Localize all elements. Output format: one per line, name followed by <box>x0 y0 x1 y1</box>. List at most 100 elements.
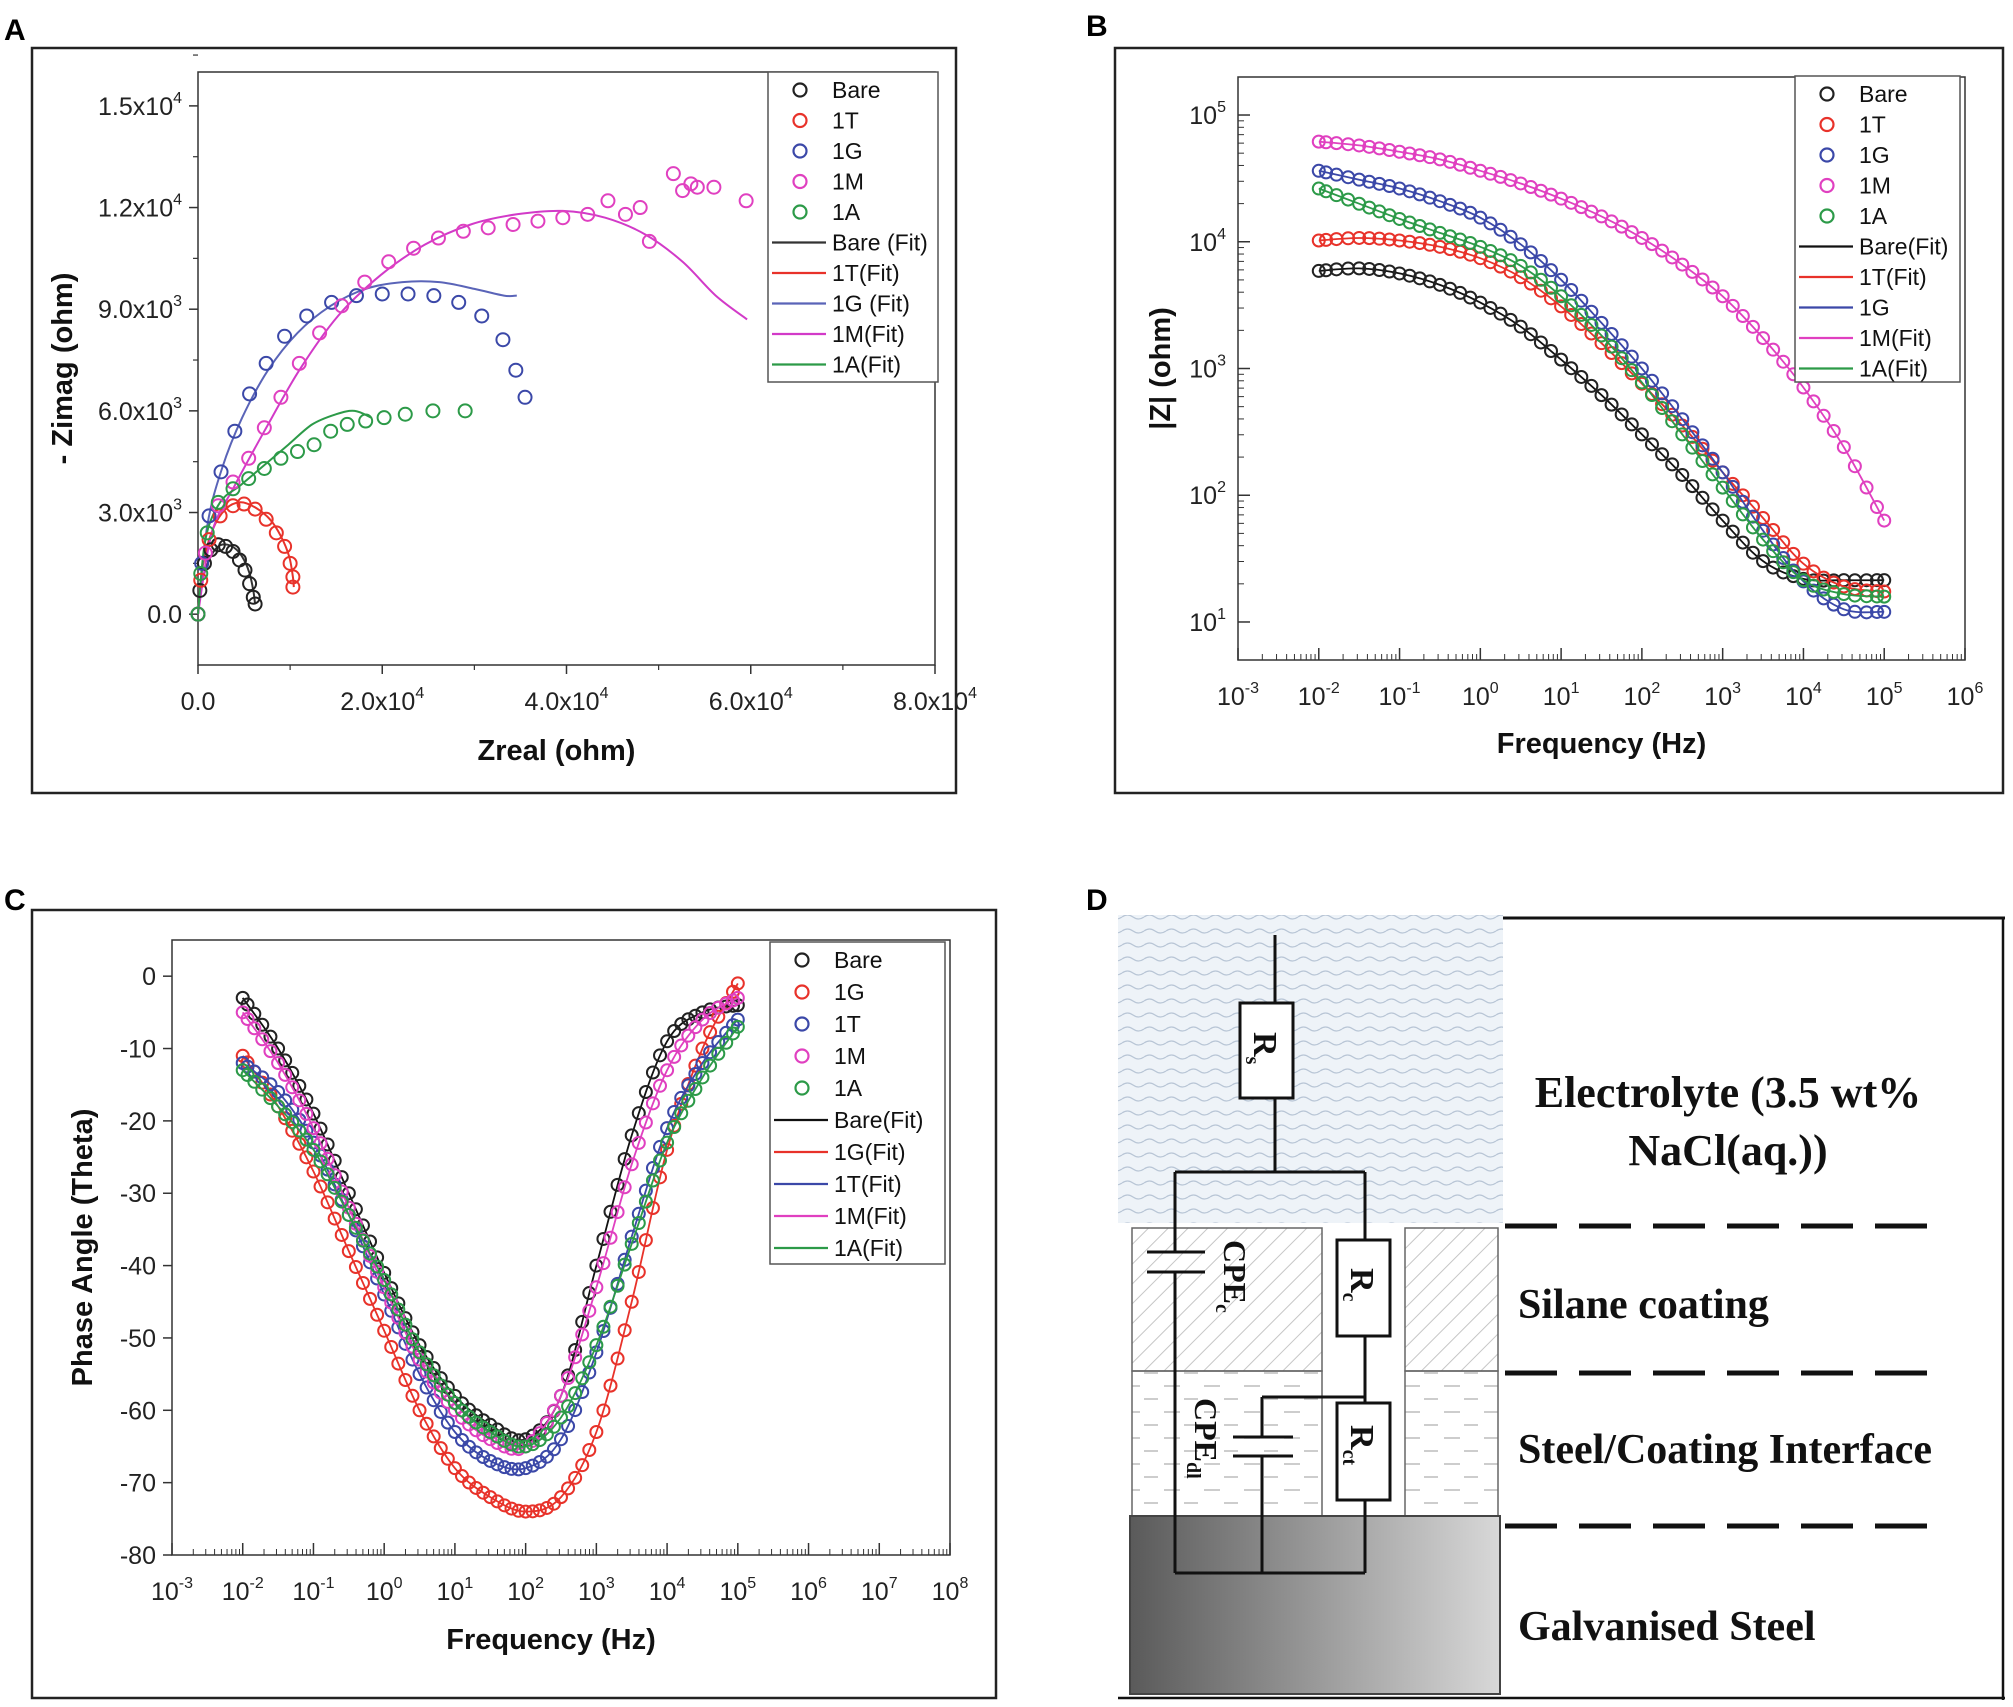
c-point-3-5 <box>271 1056 286 1070</box>
b-point-0-24 <box>1554 352 1569 367</box>
a-point-3-6 <box>273 389 289 405</box>
b-ylabel: |Z| (ohm) <box>1145 307 1177 430</box>
b-legend-marker-2 <box>1819 147 1835 163</box>
b-point-3-51 <box>1826 423 1841 438</box>
a-point-3-13 <box>430 230 446 246</box>
c-point-3-51 <box>596 1256 611 1271</box>
b-point-0-42 <box>1735 535 1750 550</box>
c-point-1-23 <box>398 1373 413 1388</box>
a-point-0-5 <box>218 538 234 554</box>
c-point-4-17 <box>355 1233 370 1248</box>
c-point-3-47 <box>568 1350 583 1365</box>
b-ytick-label-0-exp: 1 <box>1217 606 1226 623</box>
b-point-0-39 <box>1705 502 1720 517</box>
b-point-4-26 <box>1574 307 1589 322</box>
a-ytick-label-4-exp: 4 <box>173 192 182 209</box>
c-point-4-58 <box>645 1173 660 1188</box>
c-point-3-3 <box>255 1032 270 1047</box>
c-xtick-label-3-base: 10 <box>366 1578 394 1606</box>
c-point-2-40 <box>518 1461 533 1476</box>
a-point-1-8 <box>268 525 284 541</box>
b-point-4-51 <box>1826 585 1841 600</box>
c-ytick-label-6: -60 <box>120 1397 156 1425</box>
c-point-1-49 <box>582 1443 597 1458</box>
b-xtick-label-4-base: 10 <box>1543 683 1571 711</box>
b-xtick-label-0-exp: -3 <box>1245 680 1259 697</box>
c-point-4-21 <box>384 1287 399 1302</box>
b-point-0-4 <box>1352 261 1367 276</box>
c-legend-label-9: 1A(Fit) <box>834 1235 903 1261</box>
c-legend-label-5: Bare(Fit) <box>834 1107 923 1133</box>
c-point-2-45 <box>554 1432 568 1447</box>
b-xtick-label-9-base: 10 <box>1947 683 1975 711</box>
b-point-2-0 <box>1311 163 1326 178</box>
c-point-4-24 <box>405 1332 420 1347</box>
c-point-4-36 <box>490 1429 505 1444</box>
b-point-1-27 <box>1584 326 1599 341</box>
c-point-3-67 <box>711 1000 726 1015</box>
b-point-2-19 <box>1503 229 1518 244</box>
b-point-0-29 <box>1604 397 1619 412</box>
a-ytick-label-3-exp: 3 <box>173 293 182 310</box>
a-legend-label-0: Bare <box>832 77 881 103</box>
c-point-3-48 <box>575 1327 590 1342</box>
c-point-3-61 <box>667 1049 682 1064</box>
b-point-2-49 <box>1806 583 1821 598</box>
label-interface: Steel/Coating Interface <box>1518 1427 1932 1473</box>
b-point-0-55 <box>1869 573 1884 588</box>
b-point-0-20 <box>1513 319 1528 334</box>
a-xtick-label-3: 6.0x104 <box>709 685 793 716</box>
b-point-0-35 <box>1665 457 1680 472</box>
c-point-4-62 <box>674 1106 689 1121</box>
a-point-4-6 <box>256 460 272 476</box>
b-point-0-9 <box>1402 268 1417 283</box>
c-point-3-10 <box>306 1121 321 1136</box>
c-point-4-52 <box>603 1299 618 1314</box>
b-point-3-31 <box>1624 225 1639 240</box>
b-point-4-56 <box>1877 589 1892 604</box>
c-point-1-6 <box>278 1111 293 1126</box>
c-point-2-64 <box>688 1066 703 1081</box>
b-point-3-49 <box>1806 394 1821 409</box>
c-point-4-57 <box>638 1194 653 1209</box>
b-point-0-25 <box>1564 361 1579 376</box>
b-point-3-1 <box>1319 135 1334 150</box>
b-xtick-label-2-base: 10 <box>1379 683 1407 711</box>
c-fit-line-4 <box>242 1026 739 1448</box>
c-point-4-54 <box>617 1257 632 1272</box>
b-xlabel: Frequency (Hz) <box>1497 728 1706 760</box>
c-point-0-62 <box>674 1016 689 1031</box>
b-legend-marker-4 <box>1819 208 1835 224</box>
a-point-0-11 <box>247 596 263 612</box>
a-point-3-14 <box>455 223 471 239</box>
a-point-2-18 <box>517 389 533 405</box>
c-xtick-label-4: 101 <box>437 1575 474 1606</box>
b-point-3-39 <box>1705 280 1720 295</box>
b-point-4-47 <box>1786 565 1801 580</box>
c-point-1-38 <box>504 1501 519 1516</box>
c-ytick-label-1: -10 <box>120 1036 156 1064</box>
steel-block <box>1129 1515 1501 1695</box>
b-legend-label-8: 1M(Fit) <box>1859 325 1932 351</box>
c-point-4-16 <box>348 1220 363 1235</box>
b-legend-marker-0 <box>1819 86 1835 102</box>
b-ytick-label-4: 105 <box>1189 99 1226 130</box>
interface-block-left <box>1131 1370 1323 1517</box>
c-fit-line-2 <box>242 1019 739 1471</box>
c-point-4-67 <box>711 1046 726 1061</box>
b-ytick-label-1-base: 10 <box>1189 482 1217 510</box>
c-point-3-4 <box>263 1044 278 1059</box>
a-point-4-4 <box>225 481 241 497</box>
panel-a-frame <box>30 46 958 795</box>
c-point-0-65 <box>695 1005 710 1020</box>
b-point-4-23 <box>1544 280 1559 295</box>
b-point-4-22 <box>1533 272 1548 287</box>
b-point-2-43 <box>1745 509 1760 524</box>
b-point-4-44 <box>1756 532 1771 547</box>
a-fit-line-4 <box>197 409 372 615</box>
a-point-2-11 <box>374 286 390 302</box>
c-legend-label-2: 1T <box>834 1011 861 1037</box>
b-point-4-39 <box>1705 467 1720 482</box>
a-point-3-4 <box>241 450 257 466</box>
b-point-0-21 <box>1523 327 1538 342</box>
